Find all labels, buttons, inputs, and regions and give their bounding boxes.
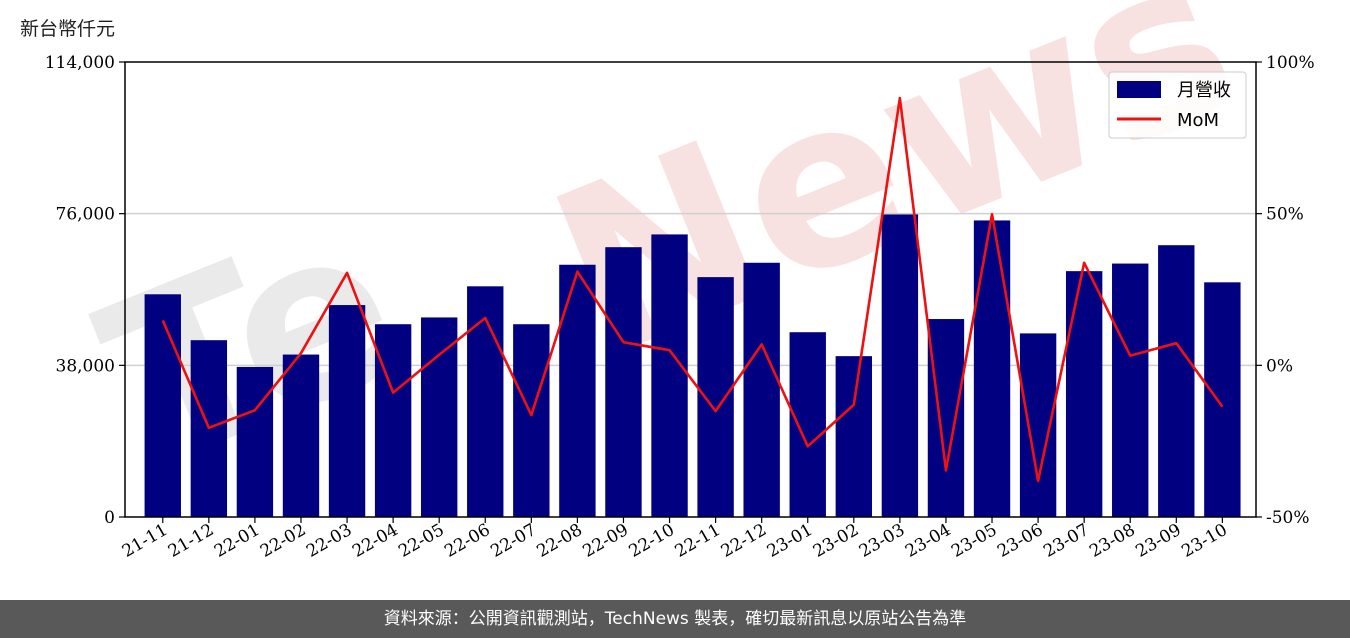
x-tick-label: 22-11 (672, 520, 724, 562)
bar-22-12 (743, 262, 780, 517)
x-tick-label: 22-01 (211, 520, 263, 562)
legend: 月營收 MoM (1108, 71, 1247, 139)
x-tick-label: 23-08 (1086, 520, 1138, 562)
bar-22-01 (236, 366, 274, 517)
bar-21-11 (144, 294, 181, 517)
bars (144, 214, 1241, 518)
bar-22-07 (513, 324, 550, 517)
x-tick-label: 21-11 (119, 520, 171, 562)
bar-23-10 (1204, 282, 1241, 517)
bar-23-01 (789, 332, 826, 517)
x-tick-label: 23-03 (856, 520, 908, 562)
right-tick-label: 0% (1266, 356, 1293, 376)
bar-22-04 (374, 324, 412, 517)
left-tick-label: 38,000 (56, 356, 115, 376)
x-tick-label: 23-06 (994, 520, 1046, 562)
legend-label-revenue: 月營收 (1177, 80, 1231, 101)
axes (124, 61, 1257, 518)
left-tick-label: 114,000 (45, 53, 115, 73)
x-axis: 21-1121-1222-0122-0222-0322-0422-0522-06… (119, 517, 1231, 562)
x-tick-label: 22-05 (395, 520, 447, 562)
left-tick-label: 76,000 (56, 205, 115, 225)
x-tick-label: 23-09 (1132, 520, 1184, 562)
x-tick-label: 22-08 (533, 520, 585, 562)
x-tick-label: 22-10 (626, 520, 678, 562)
x-tick-label: 23-10 (1178, 520, 1230, 562)
x-tick-label: 21-12 (165, 520, 217, 562)
x-tick-label: 22-09 (580, 520, 632, 562)
x-tick-label: 23-02 (810, 520, 862, 562)
legend-bar-swatch (1117, 81, 1161, 98)
bar-22-02 (282, 354, 320, 517)
bar-22-11 (697, 277, 734, 517)
x-tick-label: 23-04 (902, 520, 954, 562)
bar-23-03 (881, 214, 919, 517)
legend-label-mom: MoM (1177, 110, 1219, 131)
mom-line (161, 96, 1224, 483)
x-tick-label: 22-03 (303, 520, 355, 562)
left-y-axis: 0 38,000 76,000 114,000 (45, 53, 125, 528)
bar-22-08 (559, 264, 596, 517)
x-tick-label: 22-02 (257, 520, 309, 562)
x-tick-label: 23-07 (1040, 520, 1092, 562)
plot-frame (124, 61, 1257, 518)
right-tick-label: -50% (1266, 508, 1310, 528)
bar-23-02 (835, 356, 873, 517)
bar-23-05 (973, 220, 1011, 517)
bar-23-04 (927, 319, 965, 517)
right-tick-label: 50% (1266, 205, 1304, 225)
x-tick-label: 23-05 (948, 520, 1000, 562)
bar-23-07 (1065, 271, 1103, 517)
x-tick-label: 22-04 (349, 520, 401, 562)
right-tick-label: 100% (1266, 53, 1315, 73)
bar-22-03 (328, 305, 366, 517)
bar-22-10 (651, 234, 688, 518)
x-tick-label: 23-01 (764, 520, 816, 562)
y-axis-unit-label: 新台幣仟元 (20, 18, 116, 40)
right-y-axis: -50% 0% 50% 100% (1256, 53, 1315, 528)
bar-22-05 (420, 317, 458, 517)
left-tick-label: 0 (104, 508, 115, 528)
bar-23-08 (1112, 263, 1149, 517)
bar-22-06 (467, 286, 504, 517)
footer-source-note: 資料來源：公開資訊觀測站，TechNews 製表，確切最新訊息以原站公告為準 (0, 600, 1350, 638)
x-tick-label: 22-12 (718, 520, 770, 562)
x-tick-label: 22-06 (441, 520, 493, 562)
x-tick-label: 22-07 (487, 520, 539, 562)
bar-22-09 (605, 247, 642, 517)
bar-23-09 (1158, 245, 1195, 517)
mom-line-path (161, 96, 1224, 483)
